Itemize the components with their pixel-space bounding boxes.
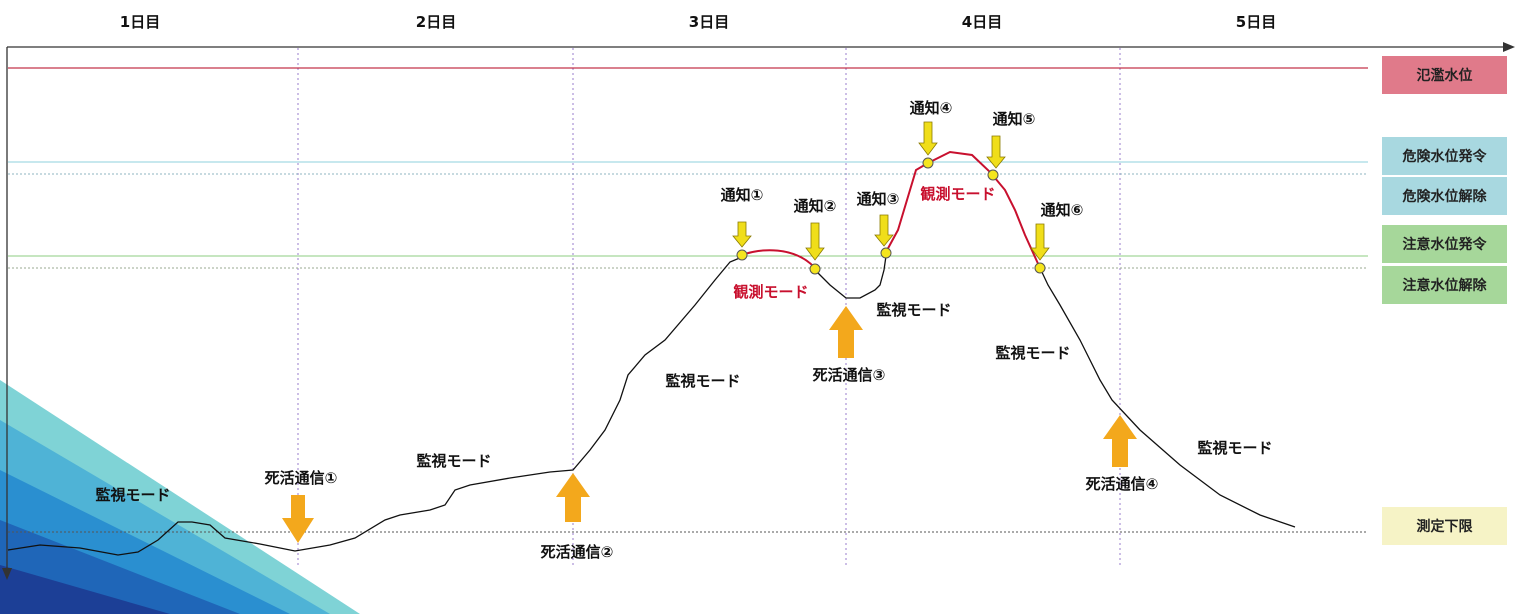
day-label: 5日目: [1236, 13, 1276, 31]
up-arrow-icon: [829, 306, 863, 358]
flood-level-badge: 氾濫水位: [1382, 56, 1507, 94]
alive-signal-label: 死活通信③: [813, 366, 886, 384]
decorative-corner: [0, 380, 360, 614]
day-label: 1日目: [120, 13, 160, 31]
x-axis-arrow-icon: [1503, 42, 1515, 52]
down-arrow-icon: [805, 222, 825, 261]
mode-label-monitor: 監視モード: [995, 344, 1070, 362]
notify-markers: [736, 157, 1046, 275]
down-arrow-icon: [986, 135, 1006, 169]
mode-label-observe: 観測モード: [733, 283, 808, 301]
notify-label: 通知⑤: [993, 110, 1036, 128]
mode-label-observe: 観測モード: [920, 185, 995, 203]
down-arrow-icon: [282, 495, 314, 543]
water-level-curve-monitor: [7, 256, 743, 556]
down-arrow-icon: [1030, 223, 1050, 261]
mode-label-monitor: 監視モード: [95, 486, 170, 504]
up-arrow-icon: [556, 473, 590, 522]
down-arrow-icon: [918, 121, 938, 156]
water-level-curve-monitor: [814, 255, 887, 299]
up-arrow-icon: [1103, 415, 1137, 467]
day-label: 2日目: [416, 13, 456, 31]
caution-issue-badge: 注意水位発令: [1382, 225, 1507, 263]
notify-label: 通知③: [857, 190, 900, 208]
y-axis-arrow-icon: [2, 568, 12, 580]
danger-issue-badge: 危険水位発令: [1382, 137, 1507, 175]
water-level-curve-observe: [885, 150, 1041, 269]
alive-signal-label: 死活通信④: [1086, 475, 1159, 493]
mode-label-monitor: 監視モード: [665, 372, 740, 390]
mode-label-monitor: 監視モード: [876, 301, 951, 319]
notify-label: 通知②: [794, 197, 837, 215]
alive-signal-label: 死活通信②: [541, 543, 614, 561]
day-label: 3日目: [689, 13, 729, 31]
water-level-curve-observe: [741, 249, 816, 269]
mode-label-monitor: 監視モード: [416, 452, 491, 470]
day-label: 4日目: [962, 13, 1002, 31]
down-arrow-icon: [732, 221, 752, 248]
danger-release-badge: 危険水位解除: [1382, 177, 1507, 215]
mode-label-monitor: 監視モード: [1197, 439, 1272, 457]
down-arrow-icon: [874, 214, 894, 247]
caution-release-badge: 注意水位解除: [1382, 266, 1507, 304]
notify-label: 通知①: [721, 186, 764, 204]
notify-label: 通知⑥: [1041, 201, 1084, 219]
alive-arrows: [282, 306, 1137, 543]
notify-label: 通知④: [910, 99, 953, 117]
alive-signal-label: 死活通信①: [265, 469, 338, 487]
lower-limit-badge: 測定下限: [1382, 507, 1507, 545]
water-level-curve-monitor: [1039, 267, 1296, 528]
notify-arrows: [732, 121, 1050, 261]
